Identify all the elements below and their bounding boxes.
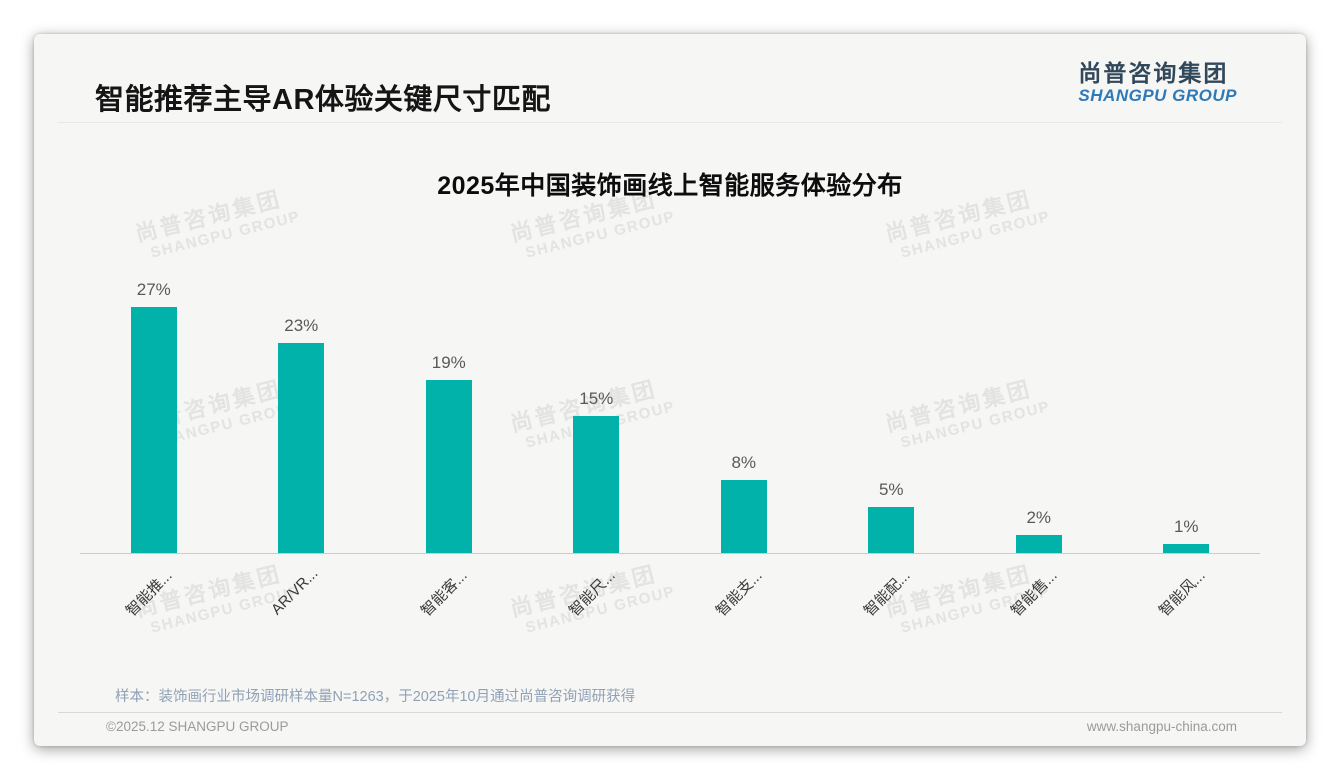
bar-value-label: 15% [579,389,614,408]
bar-value-label: 5% [878,480,904,499]
website-url: www.shangpu-china.com [1086,719,1237,734]
footer-divider [58,712,1282,713]
bar [1015,535,1062,553]
bar-plot: 27% 23% 19% 15% 8% 5% 2% 1% [80,34,1260,553]
header-divider [58,122,1282,123]
chart-title: 2025年中国装饰画线上智能服务体验分布 [437,172,903,200]
bar [130,307,177,553]
copyright-text: ©2025.12 SHANGPU GROUP [106,719,289,734]
logo-en-text: SHANGPU GROUP [1078,86,1237,105]
bar [868,507,915,553]
page-title: 智能推荐主导AR体验关键尺寸匹配 [95,84,551,116]
x-axis-labels: 智能推... AR/VR... 智能客... 智能尺... 智能支... 智能配... 智能… [123,565,1209,620]
logo: 尚普咨询集团 SHANGPU GROUP [1078,60,1237,105]
bar [720,480,767,553]
logo-cn-text: 尚普咨询集团 [1078,60,1229,86]
bar [278,343,325,553]
bar-value-label: 27% [136,280,171,299]
bar-value-label: 19% [431,353,466,372]
x-axis-line [80,553,1260,554]
bar-value-label: 2% [1026,508,1052,527]
bar [573,416,620,553]
bar [425,380,472,553]
bar-value-label: 1% [1173,517,1199,536]
report-slide-card: 尚普咨询集团 SHANGPU GROUP 尚普咨询集团 SHANGPU GROUP 尚普… [34,34,1306,746]
sample-note: 样本：装饰画行业市场调研样本量N=1263，于2025年10月通过尚普咨询调研获… [115,689,636,705]
bar-value-label: 8% [731,453,757,472]
bar-value-label: 23% [284,316,319,335]
bar [1163,544,1210,553]
